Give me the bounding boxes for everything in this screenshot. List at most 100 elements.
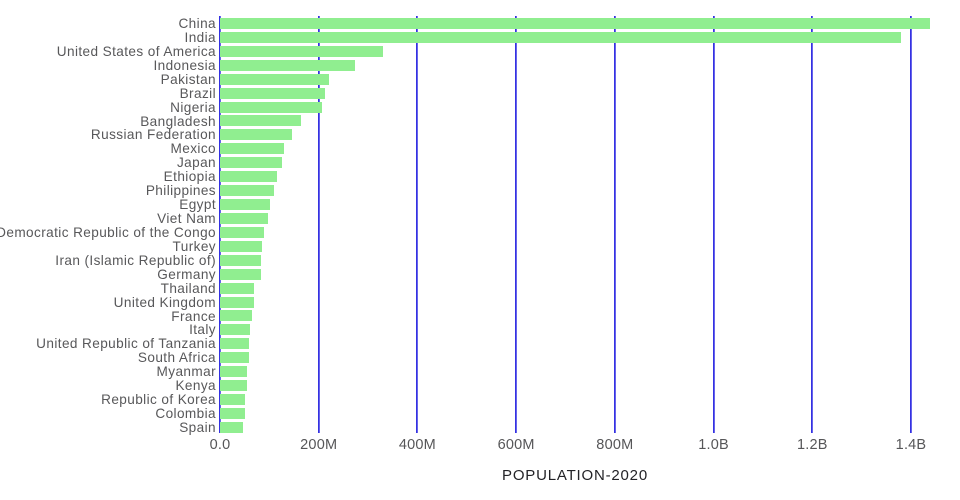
bar-spain <box>220 421 244 433</box>
category-label-row: Spain <box>0 419 218 435</box>
category-label-row: Brazil <box>0 85 218 101</box>
bar-india <box>220 31 902 43</box>
category-label: Germany <box>157 266 216 282</box>
category-label: Pakistan <box>160 71 216 87</box>
bar-pakistan <box>220 73 330 85</box>
gridline-1.0B <box>712 16 715 433</box>
bar-mexico <box>220 143 284 155</box>
category-label-row: South Africa <box>0 351 218 365</box>
category-label: United States of America <box>56 43 216 59</box>
category-label: Turkey <box>172 238 216 254</box>
bar-ethiopia <box>220 171 277 183</box>
category-label-row: Myanmar <box>0 365 218 379</box>
x-axis-title: POPULATION-2020 <box>502 467 648 484</box>
category-label-row: Viet Nam <box>0 212 218 226</box>
category-label-row: United Kingdom <box>0 294 218 310</box>
category-label-row: Pakistan <box>0 71 218 87</box>
category-label: Spain <box>179 419 216 435</box>
gridline-1.2B <box>811 16 814 433</box>
bar-indonesia <box>220 59 356 71</box>
bar-united-republic-of-tanzania <box>220 338 250 350</box>
bar-germany <box>220 268 262 280</box>
bar-nigeria <box>220 101 322 113</box>
category-label-row: Thailand <box>0 281 218 296</box>
bar-viet-nam <box>220 212 268 224</box>
bar-france <box>220 310 253 322</box>
x-tick-label: 400M <box>398 437 436 453</box>
category-label: Brazil <box>179 85 216 101</box>
bar-united-states-of-america <box>220 45 384 57</box>
x-tick-label: 1.0B <box>698 437 729 453</box>
gridline-600M <box>515 16 518 433</box>
bar-united-kingdom <box>220 296 254 308</box>
x-tick-label: 200M <box>300 437 338 453</box>
category-label: United Republic of Tanzania <box>36 336 216 352</box>
category-label-row: Japan <box>0 156 218 170</box>
bar-myanmar <box>220 366 247 378</box>
category-label: Russian Federation <box>90 127 216 143</box>
category-label: Egypt <box>179 197 216 213</box>
gridline-200M <box>317 16 320 433</box>
category-label-row: Ethiopia <box>0 170 218 184</box>
category-label-row: Germany <box>0 266 218 282</box>
category-label: United Kingdom <box>113 294 216 310</box>
category-label-row: Bangladesh <box>0 113 218 129</box>
category-label-row: United States of America <box>0 43 218 59</box>
bar-turkey <box>220 240 262 252</box>
category-label-row: China <box>0 17 218 31</box>
category-label-row: France <box>0 308 218 324</box>
category-label-row: Nigeria <box>0 99 218 115</box>
category-label: China <box>178 16 216 31</box>
bar-south-africa <box>220 352 250 364</box>
category-label: Mexico <box>170 141 216 157</box>
category-label-row: Colombia <box>0 407 218 421</box>
bar-egypt <box>220 199 271 211</box>
category-label-row: United Republic of Tanzania <box>0 337 218 351</box>
category-label: Japan <box>176 155 216 171</box>
category-label: Democratic Republic of the Congo <box>0 224 216 240</box>
x-tick-label: 0.0 <box>209 437 231 453</box>
bar-bangladesh <box>220 115 302 127</box>
category-label-row: Russian Federation <box>0 128 218 142</box>
category-label: Myanmar <box>156 364 216 380</box>
category-label: Italy <box>189 322 216 338</box>
gridline-400M <box>416 16 419 433</box>
category-label: India <box>184 29 216 45</box>
category-label: Ethiopia <box>163 169 216 185</box>
category-label-row: Democratic Republic of the Congo <box>0 224 218 240</box>
x-tick-label: 1.4B <box>895 437 927 453</box>
gridline-1.4B <box>910 16 912 433</box>
category-label-row: Egypt <box>0 198 218 212</box>
bar-thailand <box>220 282 255 294</box>
category-label-row: Iran (Islamic Republic of) <box>0 252 218 268</box>
gridline-0.0 <box>219 16 221 433</box>
category-label: Indonesia <box>153 57 216 73</box>
bar-democratic-republic-of-the-congo <box>220 226 265 238</box>
category-label: Colombia <box>155 406 216 422</box>
category-label-row: Kenya <box>0 379 218 393</box>
category-label: Bangladesh <box>140 113 216 129</box>
x-tick-label: 600M <box>497 437 535 453</box>
bar-colombia <box>220 408 246 419</box>
x-tick-label: 1.2B <box>796 437 828 453</box>
category-label: Republic of Korea <box>101 392 216 408</box>
category-label-row: Indonesia <box>0 57 218 73</box>
category-label: Nigeria <box>170 99 216 115</box>
category-label-row: Republic of Korea <box>0 393 218 407</box>
bar-republic-of-korea <box>220 394 246 406</box>
category-label: Iran (Islamic Republic of) <box>55 252 216 268</box>
category-label: Kenya <box>175 378 216 394</box>
category-label: Philippines <box>145 183 216 199</box>
category-label-row: Italy <box>0 323 218 337</box>
bar-philippines <box>220 185 275 197</box>
category-label: France <box>171 308 216 324</box>
bar-russian-federation <box>220 129 293 141</box>
bar-china <box>220 17 931 29</box>
category-label-row: Turkey <box>0 238 218 254</box>
gridline-800M <box>613 16 616 433</box>
bar-japan <box>220 157 283 169</box>
category-label-row: Philippines <box>0 184 218 198</box>
bar-italy <box>220 324 250 336</box>
category-label-row: Mexico <box>0 142 218 156</box>
